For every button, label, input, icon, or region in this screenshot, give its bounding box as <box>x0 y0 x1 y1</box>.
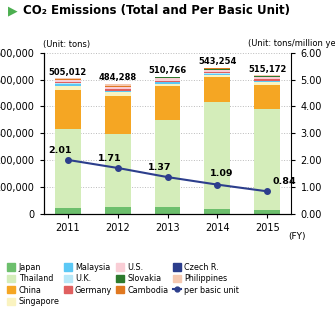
Bar <box>55 129 81 208</box>
Bar <box>55 86 81 90</box>
Text: 1.71: 1.71 <box>98 154 122 163</box>
Text: ▶: ▶ <box>8 5 18 18</box>
Text: (Unit: tons/million yen): (Unit: tons/million yen) <box>248 39 335 48</box>
Bar <box>55 83 81 84</box>
Bar <box>204 209 230 214</box>
Text: 484,288: 484,288 <box>98 73 137 82</box>
Bar <box>154 77 181 78</box>
Bar <box>254 77 280 79</box>
Bar <box>55 90 81 129</box>
Bar <box>204 75 230 78</box>
Text: 1.09: 1.09 <box>210 169 234 178</box>
Legend: Japan, Thailand, China, Singapore, Malaysia, U.K., Germany, U.S., Slovakia, Camb: Japan, Thailand, China, Singapore, Malay… <box>7 263 239 306</box>
Bar <box>254 76 280 77</box>
Bar <box>154 83 181 86</box>
Bar <box>55 78 81 79</box>
Bar <box>55 80 81 82</box>
Bar <box>55 84 81 86</box>
Bar <box>105 134 131 207</box>
Bar <box>154 78 181 81</box>
Bar <box>105 87 131 89</box>
Text: 543,254: 543,254 <box>198 57 237 66</box>
Bar <box>105 86 131 87</box>
Bar <box>154 86 181 120</box>
Bar <box>105 84 131 86</box>
Text: CO₂ Emissions (Total and Per Basic Unit): CO₂ Emissions (Total and Per Basic Unit) <box>23 4 290 17</box>
Bar <box>55 79 81 80</box>
Bar <box>105 207 131 214</box>
Bar <box>154 82 181 83</box>
Bar <box>204 72 230 73</box>
Bar <box>105 92 131 96</box>
Bar <box>254 82 280 85</box>
Bar <box>254 81 280 82</box>
Bar <box>254 109 280 210</box>
Text: 0.84: 0.84 <box>273 177 296 186</box>
Bar <box>204 102 230 209</box>
Bar <box>105 96 131 134</box>
Bar <box>55 82 81 83</box>
Bar <box>154 120 181 207</box>
Text: 2.01: 2.01 <box>48 146 72 155</box>
Text: (FY): (FY) <box>288 232 306 241</box>
Bar <box>254 85 280 109</box>
Bar <box>204 68 230 69</box>
Text: 505,012: 505,012 <box>49 68 87 77</box>
Bar <box>204 78 230 102</box>
Text: 510,766: 510,766 <box>148 66 187 75</box>
Bar <box>204 74 230 75</box>
Bar <box>154 81 181 82</box>
Bar <box>105 89 131 91</box>
Bar <box>55 208 81 214</box>
Bar <box>254 79 280 81</box>
Bar <box>154 207 181 214</box>
Bar <box>204 69 230 72</box>
Bar <box>105 91 131 92</box>
Bar <box>204 73 230 74</box>
Text: (Unit: tons): (Unit: tons) <box>43 40 90 49</box>
Text: 1.37: 1.37 <box>148 163 172 172</box>
Text: 515,172: 515,172 <box>248 65 286 74</box>
Bar <box>254 210 280 214</box>
